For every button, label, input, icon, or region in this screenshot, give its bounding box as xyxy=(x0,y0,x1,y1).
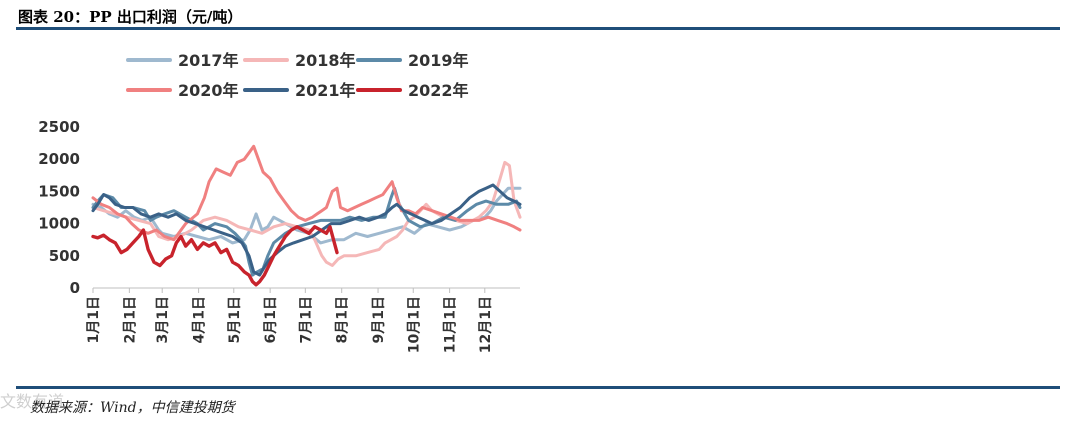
legend-label: 2017年 xyxy=(178,51,239,70)
x-tick-label: 12月1日 xyxy=(478,296,494,353)
x-tick-label: 3月1日 xyxy=(155,296,171,343)
legend-label: 2022年 xyxy=(408,81,469,100)
y-tick-label: 0 xyxy=(70,279,80,297)
bottom-rule xyxy=(16,386,1060,389)
line-chart: 2017年 2018年 2019年 2020年 2021年 2022年 0 500 1000 1… xyxy=(38,51,522,353)
series-line-2022年 xyxy=(91,225,339,287)
x-axis: 1月1日 2月1日 3月1日 4月1日 5月1日 6月1日 7月1日 8月1日 9月1日 10月1… xyxy=(86,288,494,353)
figure-title: 图表 20：PP 出口利润（元/吨） xyxy=(18,8,243,26)
x-tick-label: 4月1日 xyxy=(192,296,208,343)
legend-label: 2018年 xyxy=(295,51,356,70)
x-tick-label: 5月1日 xyxy=(227,296,243,343)
watermark: 文数有道 xyxy=(0,392,65,411)
x-tick-label: 9月1日 xyxy=(371,296,387,343)
chart-legend: 2017年 2018年 2019年 2020年 2021年 2022年 xyxy=(126,51,469,100)
x-tick-label: 10月1日 xyxy=(406,296,422,353)
y-axis: 0 500 1000 1500 2000 2500 xyxy=(38,118,520,297)
x-tick-label: 8月1日 xyxy=(335,296,351,343)
x-tick-label: 11月1日 xyxy=(443,296,459,353)
x-tick-label: 6月1日 xyxy=(263,296,279,343)
legend-label: 2020年 xyxy=(178,81,239,100)
x-tick-label: 2月1日 xyxy=(122,296,138,343)
x-tick-label: 1月1日 xyxy=(86,296,102,343)
y-tick-label: 1000 xyxy=(38,215,80,233)
source-note: 数据来源：Wind，中信建投期货 xyxy=(30,400,235,416)
y-tick-label: 2500 xyxy=(38,118,80,136)
legend-label: 2021年 xyxy=(295,81,356,100)
legend-label: 2019年 xyxy=(408,51,469,70)
top-rule xyxy=(16,27,1060,30)
chart-series xyxy=(91,144,522,287)
series-line-2019年 xyxy=(91,186,522,277)
x-tick-label: 7月1日 xyxy=(298,296,314,343)
series-line-2020年 xyxy=(91,144,522,242)
series-line-2021年 xyxy=(91,183,522,277)
y-tick-label: 2000 xyxy=(38,150,80,168)
y-tick-label: 1500 xyxy=(38,182,80,200)
y-tick-label: 500 xyxy=(49,247,80,265)
